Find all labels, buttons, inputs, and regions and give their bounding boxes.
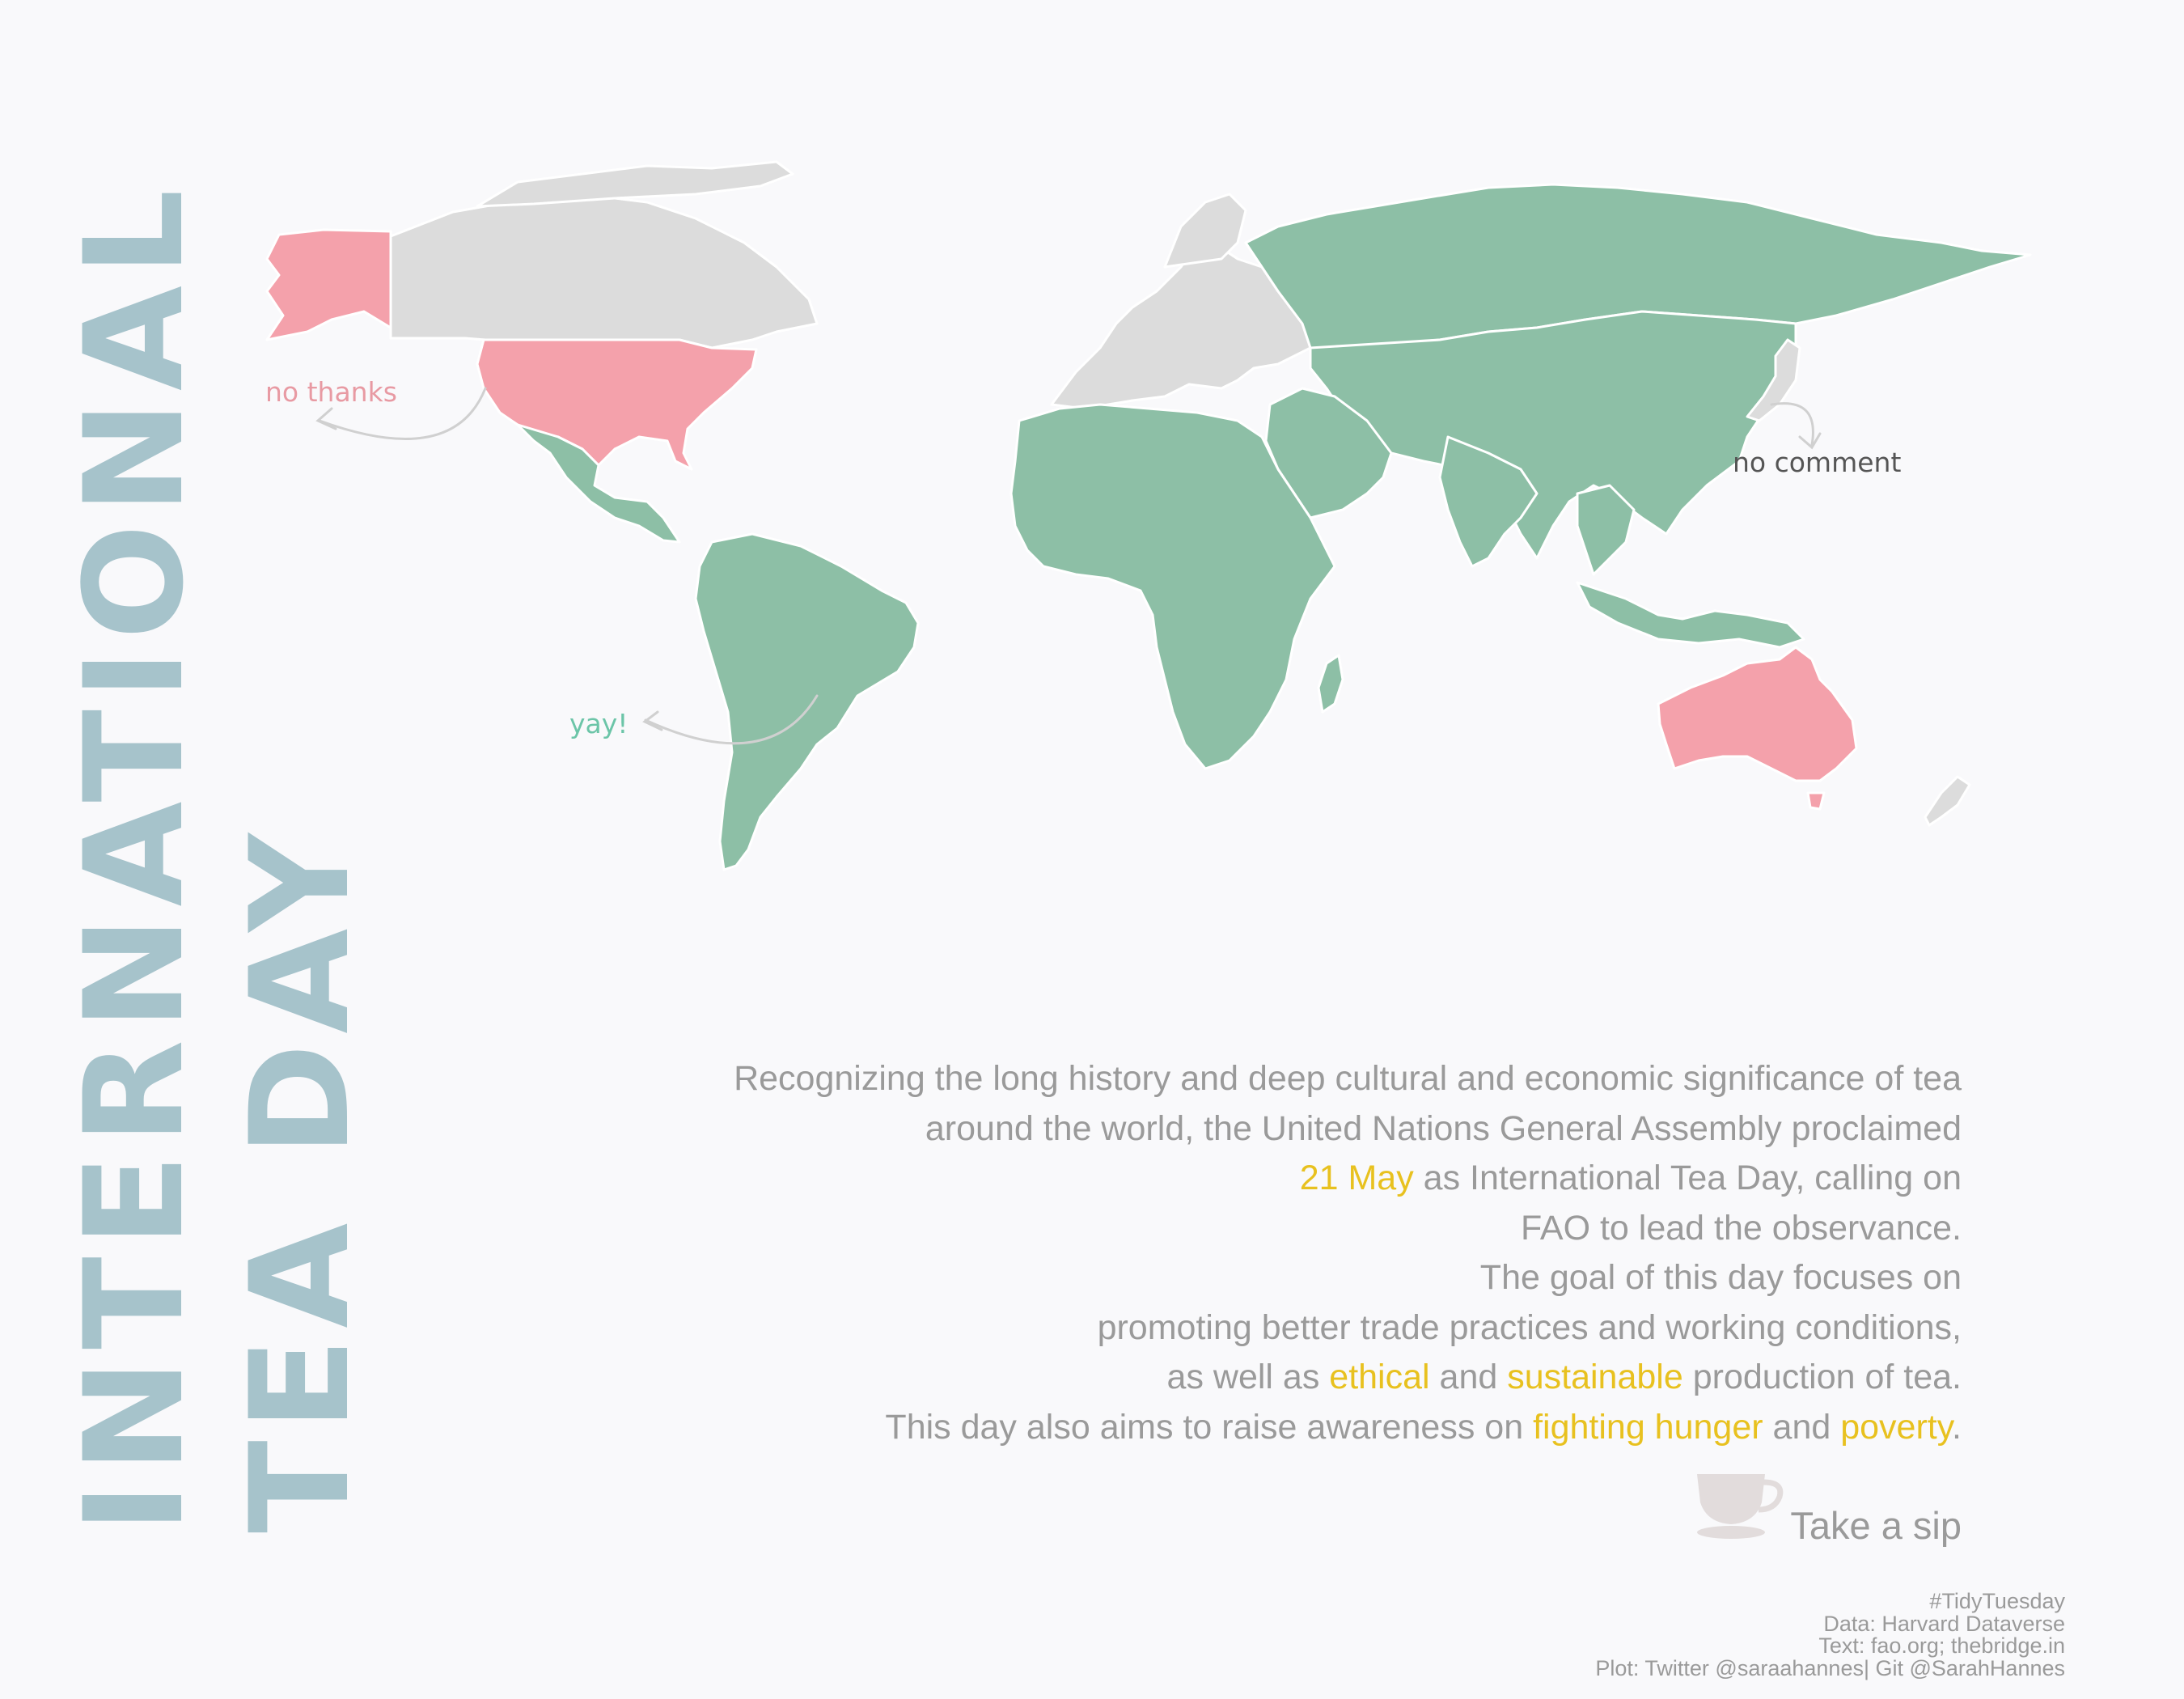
annotation-yay: yay!: [569, 708, 629, 739]
description-line-7-a: as well as: [1166, 1358, 1330, 1396]
description-line-5: The goal of this day focuses on: [1479, 1258, 1962, 1297]
region-south-america: [694, 532, 920, 871]
region-madagascar: [1317, 654, 1344, 714]
description-line-3: 21 May as International Tea Day, calling…: [425, 1154, 1962, 1204]
region-arctic-islands: [476, 160, 794, 208]
description-line-2: around the world, the United Nations Gen…: [925, 1108, 1962, 1148]
region-new-zealand: [1924, 775, 1971, 827]
description-line-6: promoting better trade practices and wor…: [1097, 1307, 1962, 1347]
highlight-date: 21 May: [1299, 1159, 1414, 1197]
description-line-7-b: and: [1429, 1358, 1508, 1396]
region-indonesia: [1576, 581, 1805, 649]
region-canada: [389, 193, 819, 350]
region-alaska: [265, 228, 392, 341]
annotation-no-thanks: no thanks: [265, 376, 397, 408]
region-scandinavia: [1163, 193, 1247, 269]
description-text: Recognizing the long history and deep cu…: [425, 1054, 1962, 1452]
region-united-states: [476, 338, 758, 471]
description-line-3-rest: as International Tea Day, calling on: [1413, 1159, 1962, 1197]
highlight-sustainable: sustainable: [1507, 1358, 1683, 1396]
credits-hashtag: #TidyTuesday: [1929, 1589, 2065, 1613]
arrow-no-comment: [1770, 402, 1814, 447]
credits-data: Data: Harvard Dataverse: [1823, 1611, 2065, 1636]
region-japan: [1746, 338, 1801, 422]
region-africa: [1009, 403, 1336, 770]
description-line-1: Recognizing the long history and deep cu…: [734, 1059, 1962, 1098]
region-southeast-asia: [1576, 484, 1636, 576]
region-mexico: [516, 423, 681, 544]
arrow-no-thanks: [318, 387, 487, 440]
region-india: [1438, 435, 1539, 568]
description-line-8-b: and: [1763, 1407, 1841, 1447]
title-line-2: TEA DAY: [221, 824, 379, 1533]
description-line-8-a: This day also aims to raise awareness on: [885, 1407, 1534, 1447]
teacup-icon: [1697, 1474, 1784, 1539]
description-line-8-c: .: [1952, 1407, 1962, 1447]
highlight-poverty: poverty: [1840, 1407, 1953, 1447]
description-line-7: as well as ethical and sustainable produ…: [425, 1353, 1962, 1403]
credits-text: Text: fao.org; thebridge.in: [1818, 1633, 2065, 1658]
take-a-sip-text: Take a sip: [1790, 1504, 1962, 1547]
description-line-8: This day also aims to raise awareness on…: [425, 1403, 1962, 1453]
arrow-no-thanks-head: [315, 407, 337, 430]
description-line-4: FAO to lead the observance.: [1521, 1208, 1962, 1248]
credits: #TidyTuesday Data: Harvard Dataverse Tex…: [1595, 1589, 2065, 1680]
title-line-1: INTERNATIONAL: [55, 179, 214, 1533]
arrow-no-comment-head: [1798, 432, 1822, 450]
description-line-7-c: production of tea.: [1682, 1358, 1962, 1396]
arrow-yay-head: [642, 710, 663, 731]
highlight-ethical: ethical: [1329, 1358, 1430, 1396]
highlight-fighting-hunger: fighting hunger: [1533, 1407, 1763, 1447]
credits-plot: Plot: Twitter @saraahannes| Git @SarahHa…: [1595, 1655, 2065, 1680]
region-australia: [1657, 646, 1858, 782]
region-tasmania: [1806, 791, 1826, 811]
annotation-no-comment: no comment: [1733, 447, 1902, 478]
arrow-yay: [644, 694, 819, 745]
region-asia: [1309, 310, 1797, 560]
